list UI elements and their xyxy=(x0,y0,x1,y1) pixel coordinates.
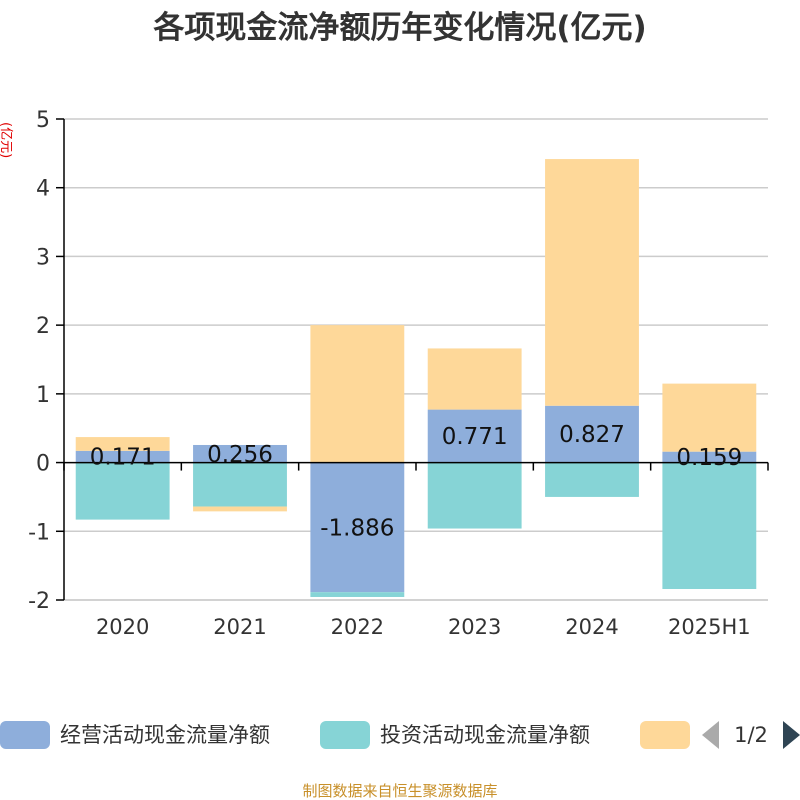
bar-3-2023 xyxy=(427,348,522,410)
bar-1-2023 xyxy=(427,409,522,463)
bar-1-2020 xyxy=(75,450,170,463)
bar-3-2020 xyxy=(75,437,170,451)
y-tick-label: 3 xyxy=(36,245,50,270)
legend: 经营活动现金流量净额 投资活动现金流量净额 xyxy=(0,721,690,749)
legend-swatch-3[interactable] xyxy=(640,721,690,749)
bar-2-2025H1 xyxy=(662,462,757,590)
x-tick-label: 2025H1 xyxy=(668,615,751,639)
data-label-2021: 0.256 xyxy=(207,442,273,468)
x-tick-label: 2021 xyxy=(213,615,266,639)
axes: -2 -1 0 1 2 3 4 5 2020 2021 2022 2023 2024 2025H1 xyxy=(28,108,769,639)
data-label-2025H1: 0.159 xyxy=(676,445,742,471)
bar-2-2022 xyxy=(310,592,405,597)
data-label-2020: 0.171 xyxy=(90,445,156,471)
bar-2-2021 xyxy=(193,462,287,507)
x-tick-label: 2024 xyxy=(565,615,618,639)
y-tick-label: 1 xyxy=(36,383,50,408)
x-tick-label: 2023 xyxy=(448,615,501,639)
x-tick-label: 2022 xyxy=(331,615,384,639)
bar-2-2020 xyxy=(75,462,170,520)
bar-2-2024 xyxy=(545,462,639,497)
y-tick-label: 5 xyxy=(36,108,50,133)
pager-text: 1/2 xyxy=(734,723,768,747)
data-label-2023: 0.771 xyxy=(442,424,508,450)
legend-pager: 1/2 xyxy=(702,721,800,749)
bar-3-2022 xyxy=(310,325,405,463)
y-axis-label: (亿元) xyxy=(0,122,13,158)
data-label-2024: 0.827 xyxy=(559,422,625,448)
bar-1-2021 xyxy=(193,444,287,463)
source-note: 制图数据来自恒生聚源数据库 xyxy=(302,782,497,800)
x-tick-label: 2020 xyxy=(96,615,149,639)
chart-title: 各项现金流净额历年变化情况(亿元) xyxy=(152,10,646,46)
y-tick-label: 2 xyxy=(36,314,50,339)
bar-1-2025H1 xyxy=(662,451,757,463)
bars xyxy=(75,159,757,597)
bar-3-2025H1 xyxy=(662,383,757,452)
bar-3-2021 xyxy=(193,506,287,512)
bar-1-2024 xyxy=(545,405,639,463)
legend-swatch-2[interactable] xyxy=(320,721,370,749)
data-label-2022: -1.886 xyxy=(320,515,394,541)
triangle-right-icon[interactable] xyxy=(783,721,800,749)
triangle-left-icon[interactable] xyxy=(702,721,719,749)
legend-label-2[interactable]: 投资活动现金流量净额 xyxy=(380,723,590,747)
legend-label-1[interactable]: 经营活动现金流量净额 xyxy=(60,723,270,747)
y-tick-label: -1 xyxy=(28,520,50,545)
y-tick-label: 4 xyxy=(36,177,50,202)
y-tick-label: -2 xyxy=(28,589,50,614)
legend-swatch-1[interactable] xyxy=(0,721,50,749)
data-labels: 0.171 0.256 -1.886 0.771 0.827 0.159 xyxy=(90,422,743,541)
bar-3-2024 xyxy=(545,159,639,406)
grid-lines xyxy=(64,118,768,601)
bar-1-2022 xyxy=(310,462,405,593)
bar-2-2023 xyxy=(427,462,522,529)
y-tick-label: 0 xyxy=(36,452,50,477)
